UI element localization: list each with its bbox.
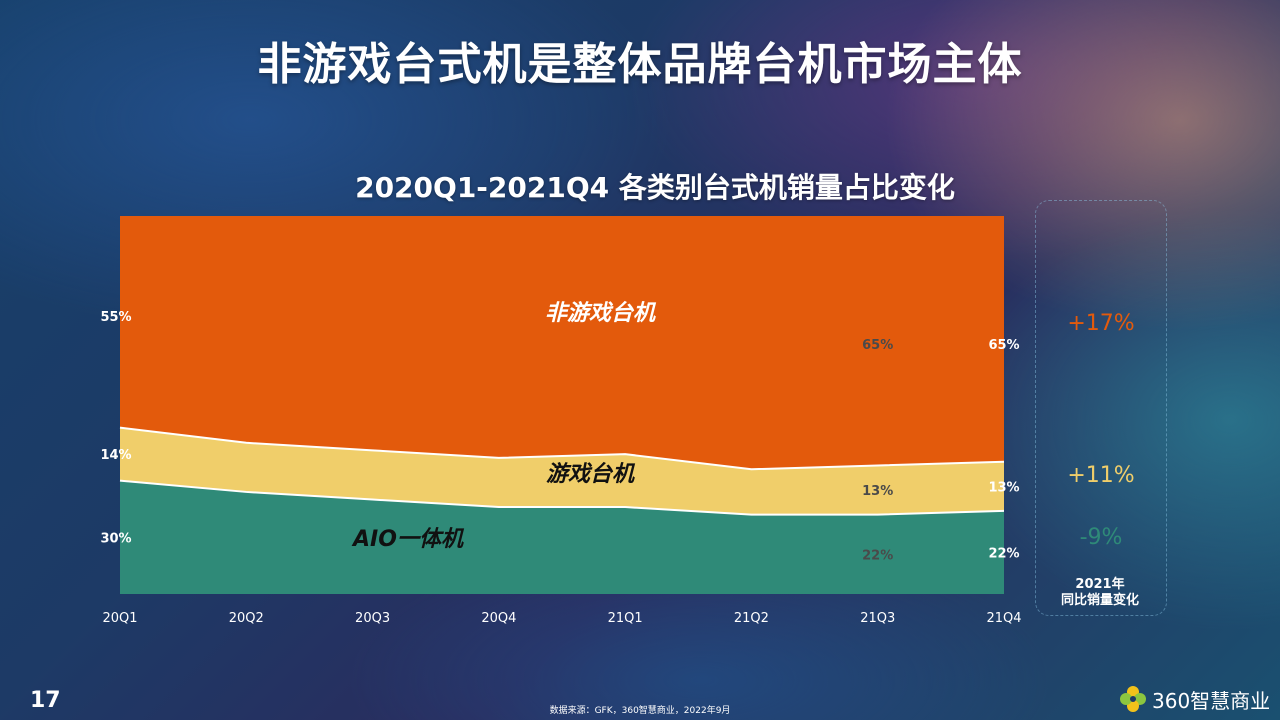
page-number: 17 bbox=[30, 688, 61, 713]
yoy-caption-year: 2021年 bbox=[1075, 577, 1125, 592]
x-tick-label: 20Q2 bbox=[229, 611, 264, 626]
area-non-gaming bbox=[120, 216, 1004, 470]
yoy-value-aio: -9% bbox=[1079, 525, 1123, 550]
data-label: 22% bbox=[862, 548, 893, 563]
x-tick-label: 20Q3 bbox=[355, 611, 390, 626]
layer-boundary-line bbox=[119, 426, 1005, 471]
x-tick-label: 21Q3 bbox=[860, 611, 895, 626]
chart-title: 2020Q1-2021Q4 各类别台式机销量占比变化 bbox=[355, 171, 955, 204]
data-label: 13% bbox=[862, 484, 893, 499]
series-label: AIO一体机 bbox=[351, 527, 465, 552]
data-label: 14% bbox=[100, 448, 131, 463]
x-tick-label: 21Q1 bbox=[608, 611, 643, 626]
x-tick-label: 21Q2 bbox=[734, 611, 769, 626]
data-label: 65% bbox=[862, 338, 893, 353]
yoy-caption-text: 同比销量变化 bbox=[1060, 593, 1139, 608]
series-label: 游戏台机 bbox=[546, 461, 636, 487]
yoy-value-gaming: +11% bbox=[1067, 463, 1135, 488]
logo-text: 360智慧商业 bbox=[1152, 688, 1271, 713]
page-title: 非游戏台式机是整体品牌台机市场主体 bbox=[257, 39, 1023, 90]
x-tick-label: 20Q1 bbox=[102, 611, 137, 626]
x-tick-label: 20Q4 bbox=[481, 611, 516, 626]
yoy-value-non-gaming: +17% bbox=[1067, 311, 1135, 336]
layer-boundary-line bbox=[119, 479, 1005, 516]
data-label: 22% bbox=[988, 546, 1019, 561]
flower-logo-icon bbox=[1120, 686, 1146, 712]
data-label: 30% bbox=[100, 531, 131, 546]
data-label: 55% bbox=[100, 310, 131, 325]
x-tick-label: 21Q4 bbox=[986, 611, 1021, 626]
source-note: 数据来源：GFK，360智慧商业，2022年9月 bbox=[549, 706, 731, 716]
yoy-caption: 2021年 同比销量变化 bbox=[1035, 577, 1165, 609]
series-label: 非游戏台机 bbox=[545, 300, 657, 326]
data-label: 13% bbox=[988, 480, 1019, 495]
area-aio bbox=[120, 480, 1004, 594]
yoy-panel: +17% +11% -9% bbox=[1035, 200, 1167, 616]
data-label: 65% bbox=[988, 338, 1019, 353]
brand-logo: 360智慧商业 bbox=[1118, 684, 1270, 714]
